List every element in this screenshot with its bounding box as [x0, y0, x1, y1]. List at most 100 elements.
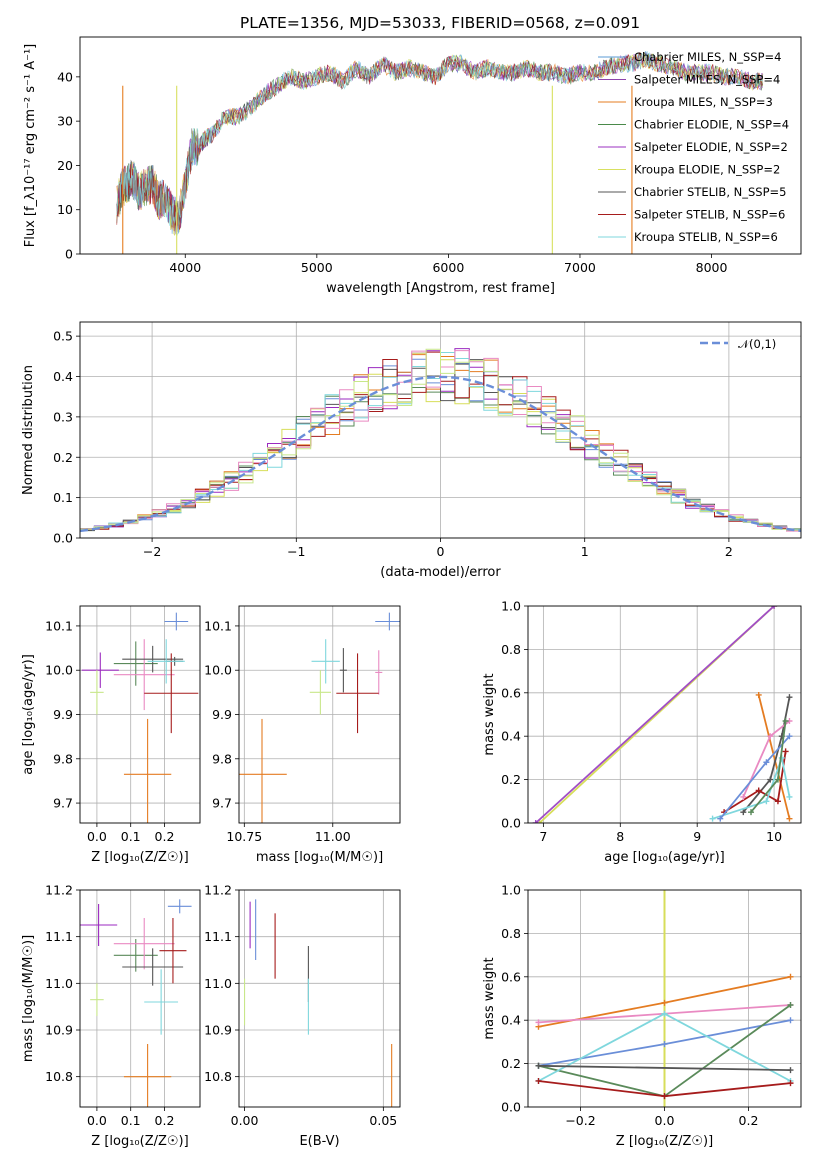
weight-marker [786, 733, 793, 740]
errorbar-point [113, 641, 158, 686]
x-tick-label: 8 [616, 829, 624, 844]
plot-area [80, 322, 801, 538]
axes-frame [238, 889, 401, 1108]
axes-frame [238, 605, 401, 824]
spectrum-line [116, 51, 763, 237]
weight-marker [717, 815, 724, 822]
weight-marker [740, 809, 747, 816]
y-tick-label: 9.8 [53, 751, 73, 766]
legend: Chabrier MILES, N_SSP=4 Salpeter MILES, N… [598, 50, 789, 244]
axes-frame [527, 605, 802, 824]
x-axis-label: Z [log₁₀(Z/Z☉)] [91, 1134, 188, 1149]
errorbar-point [90, 670, 104, 715]
weight-marker [787, 1067, 794, 1074]
errorbar-point [336, 653, 379, 734]
x-tick-label: −1 [287, 544, 305, 559]
weight-line [538, 1064, 791, 1071]
y-tick-label: 11.0 [45, 976, 73, 991]
y-tick-label: 10.8 [45, 1069, 73, 1084]
y-tick-label: 0.8 [501, 642, 521, 657]
plot-area [116, 51, 764, 254]
x-tick-label: 8000 [696, 260, 728, 275]
y-axis-label: mass weight [482, 673, 497, 755]
x-tick-label: 0.1 [121, 1113, 141, 1128]
legend-entry: Salpeter ELODIE, N_SSP=2 [634, 140, 788, 154]
panel-mass-vs-Z: 0.0 0.1 0.2 10.8 10.9 11.0 11.1 11.2 Z [log₁₀(Z/… [21, 883, 201, 1149]
weight-marker [782, 748, 789, 755]
y-tick-label: 1.0 [501, 883, 521, 898]
y-tick-label: 9.9 [212, 707, 232, 722]
weight-marker [787, 1017, 794, 1024]
errorbar-point [122, 948, 184, 986]
panel-mass-vs-EBV: 0.00 0.05 10.8 10.9 11.0 11.1 11.2 E(B-V) [204, 883, 401, 1149]
y-tick-label: 0.0 [53, 531, 73, 546]
errorbar-point [81, 652, 119, 688]
y-tick-label: 9.7 [212, 796, 232, 811]
x-axis-label: Z [log₁₀(Z/Z☉)] [616, 1134, 713, 1149]
weight-marker [661, 1010, 668, 1017]
grid [239, 606, 400, 823]
x-tick-label: 0.00 [231, 1113, 259, 1128]
y-tick-label: 11.2 [204, 883, 232, 898]
weight-marker [755, 691, 762, 698]
plot-area [528, 606, 801, 823]
x-tick-label: 10.75 [226, 829, 262, 844]
plot-area [239, 890, 400, 1107]
weight-marker [786, 793, 793, 800]
y-tick-label: 0.1 [53, 490, 73, 505]
x-tick-label: 4000 [169, 260, 201, 275]
panel-spectrum: 4000 5000 6000 7000 8000 0 10 20 30 40 wavelength … [23, 36, 802, 296]
plot-area [239, 606, 400, 823]
axes-frame [79, 889, 201, 1108]
y-tick-label: 0.2 [53, 450, 73, 465]
x-tick-label: 0.05 [369, 1113, 397, 1128]
y-tick-label: 0.8 [501, 926, 521, 941]
weight-marker [532, 820, 539, 823]
y-tick-label: 10.9 [45, 1023, 73, 1038]
errorbar-point [80, 904, 118, 946]
figure-title: PLATE=1356, MJD=53033, FIBERID=0568, z=0… [240, 14, 640, 32]
errorbar-point [122, 645, 184, 673]
x-tick-label: 0.1 [121, 829, 141, 844]
y-tick-label: 0.2 [501, 772, 521, 787]
y-tick-label: 10 [57, 202, 73, 217]
y-tick-label: 0.5 [53, 329, 73, 344]
weight-marker [536, 820, 543, 823]
errorbar-point [144, 969, 179, 1035]
y-tick-label: 0.0 [501, 816, 521, 831]
y-tick-label: 0.4 [501, 1013, 521, 1028]
weight-marker [535, 1019, 542, 1026]
x-axis-label: Z [log₁₀(Z/Z☉)] [91, 850, 188, 865]
x-tick-label: 5000 [301, 260, 333, 275]
y-tick-label: 0.2 [501, 1056, 521, 1071]
legend-entry: Salpeter STELIB, N_SSP=6 [634, 208, 785, 222]
y-tick-label: 0.6 [501, 685, 521, 700]
x-tick-label: 0.2 [155, 829, 175, 844]
y-tick-label: 10.1 [45, 618, 73, 633]
weight-line [742, 696, 791, 813]
grid [80, 322, 801, 538]
x-tick-label: 11.00 [315, 829, 351, 844]
legend-entry: Kroupa MILES, N_SSP=3 [634, 95, 773, 109]
legend-entry: 𝒩(0,1) [738, 337, 776, 351]
weight-marker [661, 1041, 668, 1048]
weight-line [535, 606, 775, 823]
weight-marker [767, 776, 774, 783]
errorbar-point [375, 612, 400, 631]
y-tick-label: 9.9 [53, 707, 73, 722]
x-axis-label: age [log₁₀(age/yr)] [604, 850, 725, 865]
weight-marker [786, 815, 793, 822]
panel-mass-weight-vs-Z: −0.2 0.0 0.2 0.0 0.2 0.4 0.6 0.8 1.0 Z [log₁₀(Z/Z… [482, 883, 802, 1149]
y-tick-label: 9.8 [212, 751, 232, 766]
weight-marker [535, 1062, 542, 1069]
x-tick-label: 6000 [432, 260, 464, 275]
errorbar-point [90, 983, 104, 1016]
x-tick-label: 0.0 [87, 1113, 107, 1128]
errorbar-point [113, 639, 175, 711]
weight-marker [661, 999, 668, 1006]
x-tick-label: 0 [437, 544, 445, 559]
y-tick-label: 0.4 [53, 369, 73, 384]
weight-marker [787, 1080, 794, 1087]
errorbar-point [239, 718, 287, 823]
